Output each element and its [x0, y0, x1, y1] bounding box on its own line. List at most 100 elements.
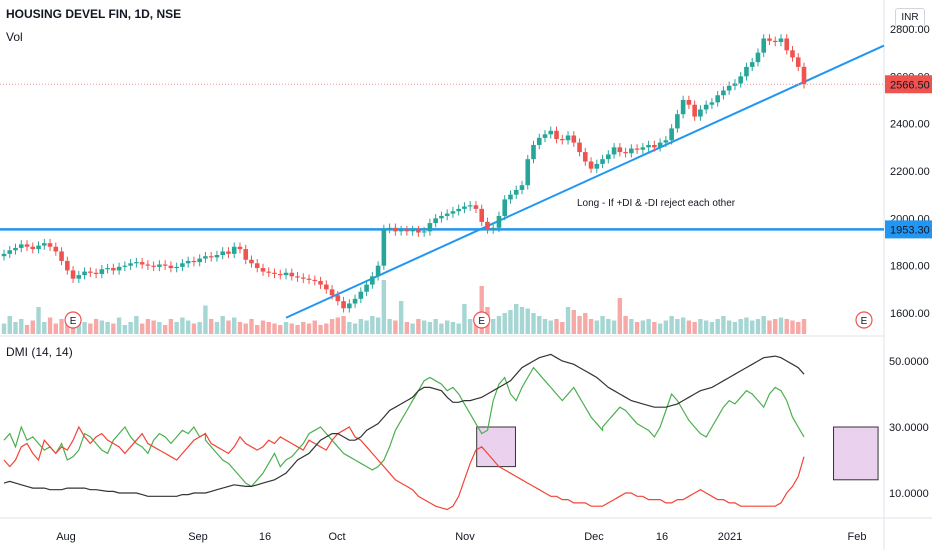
dmi-highlight-box[interactable] — [833, 426, 879, 481]
volume-bar — [47, 317, 53, 334]
volume-bar — [773, 319, 778, 334]
volume-bar — [122, 325, 128, 334]
candle-body — [686, 100, 692, 105]
volume-bar — [358, 319, 364, 334]
volume-bar — [796, 322, 801, 334]
volume-bar — [703, 320, 709, 334]
dmi-indicator-label: DMI (14, 14) — [6, 345, 73, 359]
candle-body — [174, 266, 179, 269]
earnings-marker-icon[interactable] — [64, 311, 82, 329]
volume-bar — [139, 323, 145, 334]
price-tick-label: 2400.00 — [890, 119, 930, 131]
volume-bar — [680, 317, 686, 334]
candle-body — [439, 215, 444, 219]
volume-bar — [565, 307, 571, 334]
volume-bar — [611, 320, 617, 334]
volume-bar — [70, 325, 76, 334]
candle-body — [358, 291, 364, 299]
volume-bar — [151, 320, 156, 334]
volume-bar — [755, 319, 761, 334]
candle-body — [761, 38, 767, 53]
candle-body — [554, 130, 559, 140]
volume-bar — [531, 313, 536, 334]
volume-bar — [387, 319, 392, 334]
candle-body — [243, 249, 249, 260]
symbol-title: HOUSING DEVEL FIN, 1D, NSE — [6, 7, 182, 21]
candle-body — [59, 251, 64, 261]
candle-body — [571, 135, 577, 143]
candle-body — [41, 243, 47, 246]
candle-body — [617, 147, 623, 153]
candle-body — [300, 277, 306, 279]
candle-body — [795, 57, 801, 67]
candle-body — [312, 279, 318, 282]
volume-bar — [421, 320, 427, 334]
volume-bar — [7, 316, 12, 334]
price-tick-label: 1800.00 — [890, 261, 930, 273]
candle-body — [352, 298, 358, 304]
volume-bar — [646, 319, 651, 334]
earnings-marker-icon[interactable] — [473, 311, 491, 329]
volume-bar — [801, 319, 807, 334]
volume-bar — [59, 319, 64, 334]
candle-body — [116, 266, 122, 271]
volume-bar — [324, 323, 329, 334]
volume-bar — [185, 320, 191, 334]
candle-body — [433, 218, 438, 224]
volume-bar — [249, 319, 254, 334]
candle-body — [214, 255, 220, 258]
candle-body — [88, 271, 93, 273]
currency-badge[interactable]: INR — [895, 8, 925, 27]
volume-bar — [19, 319, 24, 334]
volume-bar — [663, 320, 669, 334]
volume-bar — [634, 322, 640, 334]
volume-bar — [617, 298, 623, 334]
candle-body — [416, 230, 421, 233]
candle-body — [542, 134, 548, 138]
volume-bar — [266, 322, 271, 334]
volume-bar — [410, 323, 415, 334]
earnings-marker-icon[interactable] — [855, 311, 873, 329]
candle-body — [335, 295, 341, 302]
candle-body — [772, 40, 778, 43]
volume-bar — [42, 322, 47, 334]
candle-body — [93, 272, 99, 274]
volume-bar — [364, 320, 369, 334]
candle-body — [519, 185, 525, 190]
strategy-annotation: Long - If +DI & -DI reject each other — [577, 198, 736, 209]
volume-bar — [111, 323, 116, 334]
earnings-marker-label: E — [478, 316, 485, 327]
volume-bar — [606, 319, 611, 334]
horizontal-line-price-label: 1953.30 — [890, 224, 930, 236]
volume-bar — [203, 305, 208, 334]
volume-bar — [157, 322, 162, 334]
candle-body — [462, 206, 467, 209]
adx-line — [3, 353, 805, 497]
volume-bar — [375, 317, 381, 334]
volume-bar — [623, 316, 628, 334]
volume-bar — [669, 316, 674, 334]
time-tick-label: Oct — [328, 531, 345, 543]
volume-bar — [508, 310, 513, 334]
volume-bar — [594, 320, 600, 334]
volume-bar — [439, 323, 444, 334]
price-tick-label: 1600.00 — [890, 308, 930, 320]
candle-body — [249, 259, 254, 264]
volume-label: Vol — [6, 30, 23, 44]
trend-line[interactable] — [285, 44, 885, 319]
candle-body — [70, 270, 76, 279]
volume-bar — [542, 319, 548, 334]
candle-body — [18, 244, 24, 248]
dmi-highlight-box[interactable] — [476, 426, 516, 468]
volume-bar — [761, 316, 766, 334]
volume-bar — [479, 286, 484, 334]
candle-body — [65, 260, 70, 271]
candle-body — [721, 90, 726, 96]
candle-body — [203, 256, 208, 259]
volume-bar — [698, 319, 703, 334]
candle-body — [536, 137, 542, 145]
volume-bar — [554, 319, 559, 334]
volume-bar — [214, 322, 220, 334]
volume-bar — [76, 320, 82, 334]
